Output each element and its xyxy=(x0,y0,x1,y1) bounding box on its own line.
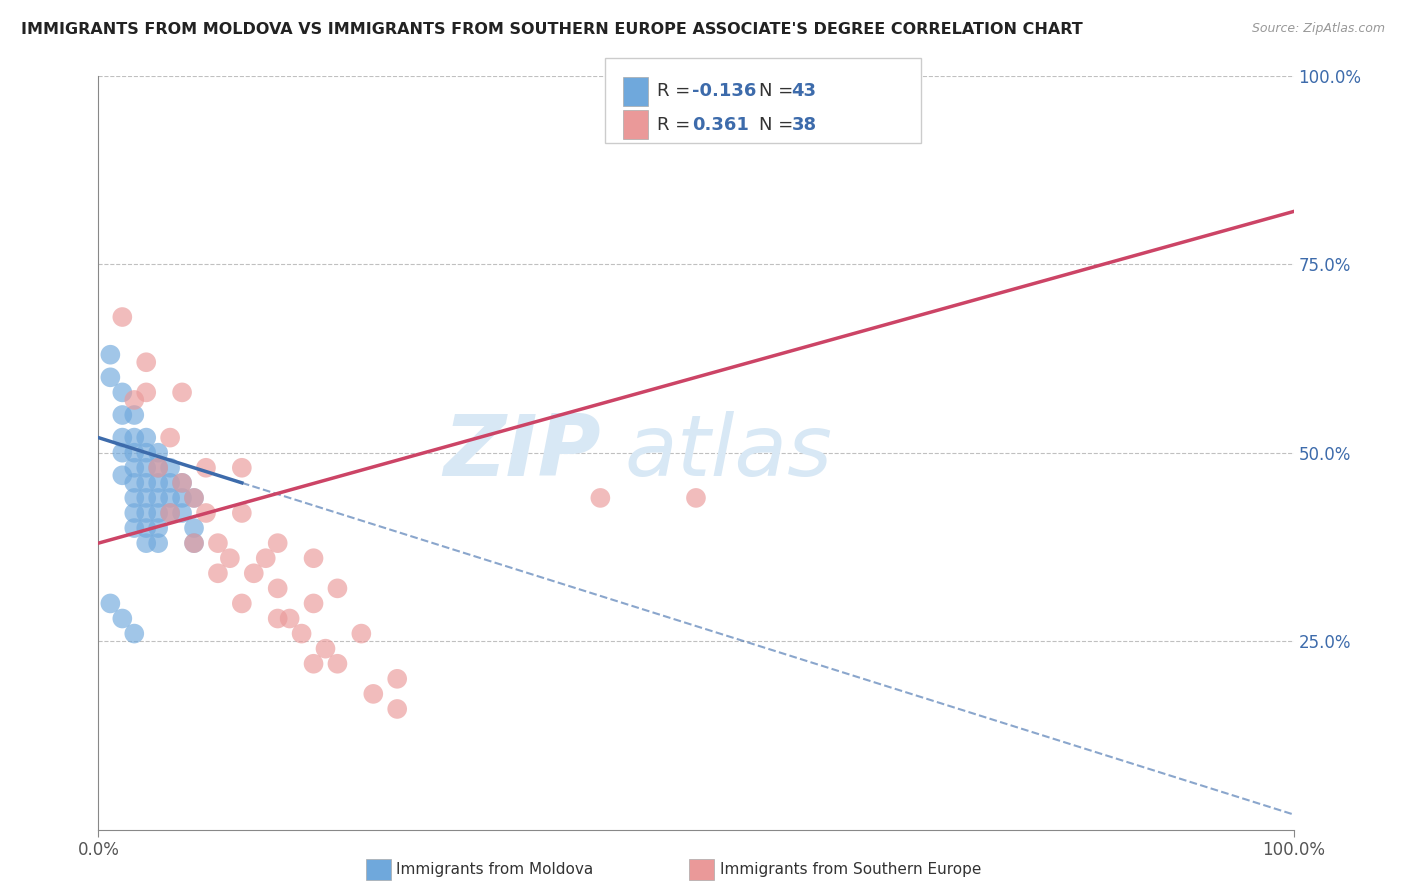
Point xyxy=(267,611,290,625)
Point xyxy=(135,521,157,535)
Point xyxy=(135,431,157,445)
Point xyxy=(98,348,122,362)
Text: 38: 38 xyxy=(792,116,817,134)
Text: ZIP: ZIP xyxy=(443,411,600,494)
Point xyxy=(124,431,146,445)
Point xyxy=(183,521,205,535)
Text: R =: R = xyxy=(657,82,696,100)
Point xyxy=(148,460,170,475)
Point xyxy=(111,468,134,483)
Point xyxy=(124,445,146,460)
Text: 0.361: 0.361 xyxy=(692,116,748,134)
Point xyxy=(254,551,277,566)
Point xyxy=(111,611,134,625)
Point xyxy=(148,445,170,460)
Text: -0.136: -0.136 xyxy=(692,82,756,100)
Point xyxy=(111,408,134,422)
Point xyxy=(172,491,194,505)
Point xyxy=(159,491,181,505)
Text: R =: R = xyxy=(657,116,696,134)
Point xyxy=(135,536,157,550)
Point xyxy=(183,536,205,550)
Point xyxy=(159,431,181,445)
Text: atlas: atlas xyxy=(624,411,832,494)
Point xyxy=(195,460,218,475)
Point xyxy=(183,491,205,505)
Point xyxy=(385,672,409,686)
Point xyxy=(111,310,134,324)
Point xyxy=(172,385,194,400)
Point xyxy=(302,551,325,566)
Point xyxy=(183,491,205,505)
Point xyxy=(111,445,134,460)
Point xyxy=(207,536,229,550)
Point xyxy=(111,431,134,445)
Point xyxy=(243,566,266,581)
Text: IMMIGRANTS FROM MOLDOVA VS IMMIGRANTS FROM SOUTHERN EUROPE ASSOCIATE'S DEGREE CO: IMMIGRANTS FROM MOLDOVA VS IMMIGRANTS FR… xyxy=(21,22,1083,37)
Point xyxy=(124,491,146,505)
Point xyxy=(124,460,146,475)
Point xyxy=(135,506,157,520)
Point xyxy=(385,702,409,716)
Text: N =: N = xyxy=(759,116,799,134)
Point xyxy=(135,355,157,369)
Point xyxy=(183,536,205,550)
Point xyxy=(363,687,385,701)
Point xyxy=(148,536,170,550)
Point xyxy=(159,506,181,520)
Point xyxy=(231,596,253,610)
Point xyxy=(124,475,146,490)
Point xyxy=(135,475,157,490)
Point xyxy=(124,506,146,520)
Point xyxy=(589,491,612,505)
Point xyxy=(350,626,373,640)
Point xyxy=(302,596,325,610)
Point xyxy=(98,370,122,384)
Point xyxy=(135,491,157,505)
Point xyxy=(135,460,157,475)
Point xyxy=(267,536,290,550)
Point xyxy=(148,475,170,490)
Point xyxy=(124,521,146,535)
Point xyxy=(159,475,181,490)
Point xyxy=(231,460,253,475)
Point xyxy=(124,626,146,640)
Point xyxy=(278,611,301,625)
Point xyxy=(207,566,229,581)
Point xyxy=(135,385,157,400)
Point xyxy=(98,596,122,610)
Point xyxy=(148,460,170,475)
Point xyxy=(326,657,349,671)
Point xyxy=(219,551,242,566)
Point xyxy=(148,506,170,520)
Text: Immigrants from Moldova: Immigrants from Moldova xyxy=(396,863,593,877)
Point xyxy=(267,582,290,596)
Point xyxy=(148,521,170,535)
Point xyxy=(172,506,194,520)
Point xyxy=(326,582,349,596)
Point xyxy=(195,506,218,520)
Point xyxy=(135,445,157,460)
Point xyxy=(111,385,134,400)
Text: Source: ZipAtlas.com: Source: ZipAtlas.com xyxy=(1251,22,1385,36)
Text: Immigrants from Southern Europe: Immigrants from Southern Europe xyxy=(720,863,981,877)
Point xyxy=(172,475,194,490)
Point xyxy=(315,641,337,656)
Point xyxy=(124,392,146,407)
Point xyxy=(124,408,146,422)
Point xyxy=(159,460,181,475)
Point xyxy=(172,475,194,490)
Point xyxy=(302,657,325,671)
Text: 43: 43 xyxy=(792,82,817,100)
Point xyxy=(291,626,314,640)
Point xyxy=(685,491,707,505)
Text: N =: N = xyxy=(759,82,799,100)
Point xyxy=(148,491,170,505)
Point xyxy=(231,506,253,520)
Point xyxy=(159,506,181,520)
